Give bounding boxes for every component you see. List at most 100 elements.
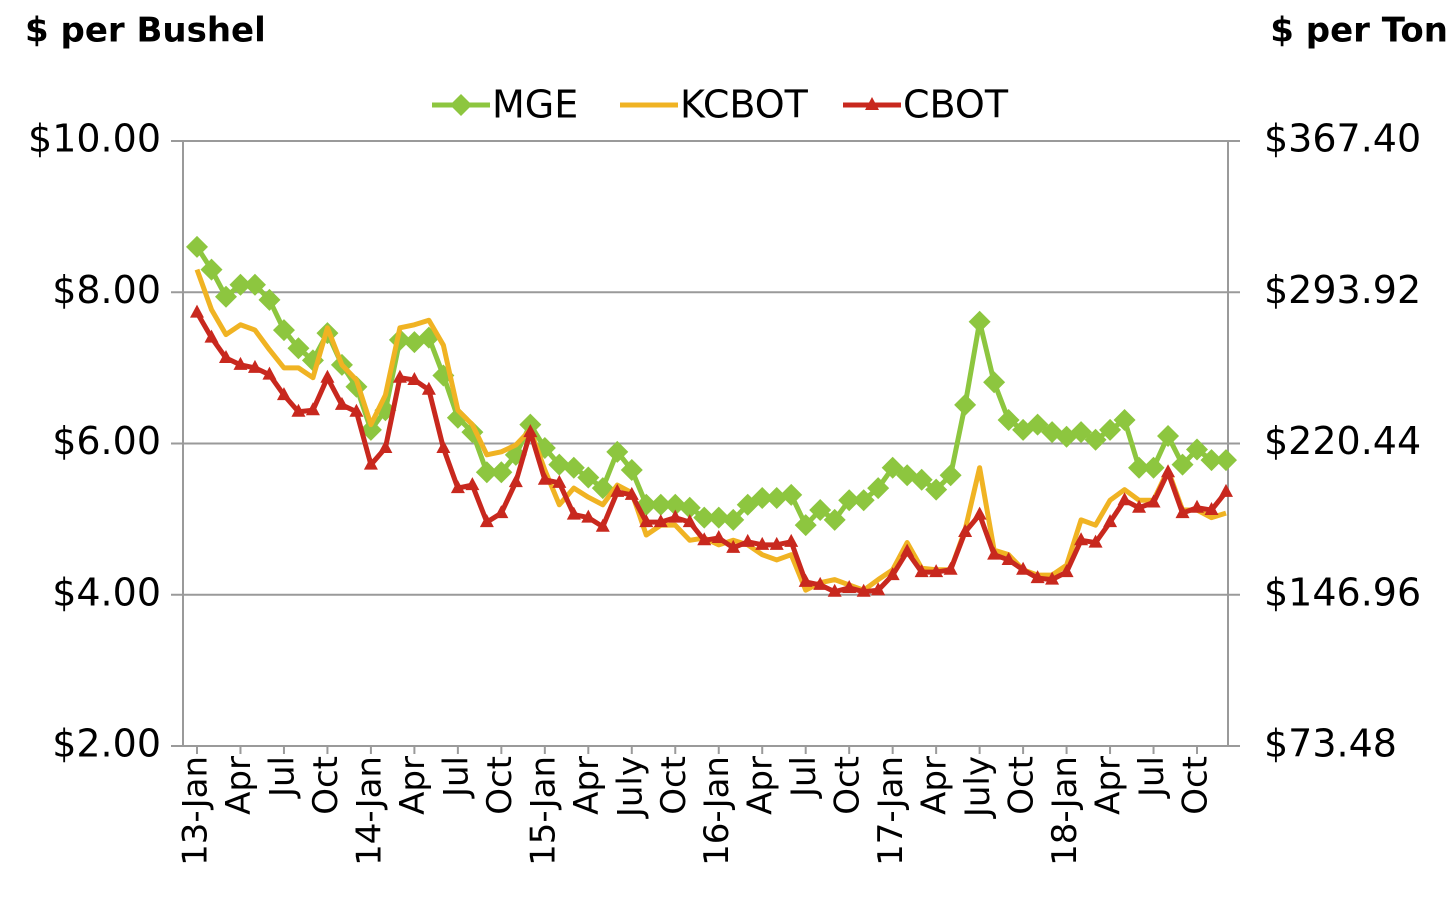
data-point	[214, 285, 237, 308]
data-point	[392, 369, 407, 383]
y-tick-label: $4.00	[52, 570, 161, 614]
y2-tick-label: $367.40	[1264, 117, 1421, 161]
x-tick-label: Jul	[1132, 756, 1172, 799]
y2-tick-label: $146.96	[1264, 570, 1421, 614]
data-point	[1084, 428, 1107, 451]
data-point	[1215, 449, 1237, 472]
data-point	[780, 483, 803, 506]
x-tick-label: Oct	[306, 756, 346, 815]
data-point	[827, 583, 842, 597]
data-point	[1001, 551, 1016, 565]
data-point	[726, 539, 741, 553]
data-point	[823, 508, 846, 531]
data-point	[943, 561, 958, 575]
data-point	[711, 530, 726, 544]
data-point	[562, 456, 585, 479]
data-point	[305, 402, 320, 416]
data-point	[581, 509, 596, 523]
data-point	[620, 458, 643, 481]
x-tick-label: 15-Jan	[523, 756, 563, 866]
data-point	[1070, 421, 1093, 444]
data-point	[639, 514, 654, 528]
data-point	[378, 440, 393, 454]
y-tick-label: $8.00	[52, 268, 161, 312]
data-point	[247, 359, 262, 373]
data-point	[334, 396, 349, 410]
data-point	[765, 486, 788, 509]
data-point	[678, 496, 701, 519]
data-point	[479, 514, 494, 528]
data-point	[465, 477, 480, 491]
legend-label: MGE	[492, 83, 578, 127]
y2-tick-label: $220.44	[1264, 419, 1421, 463]
data-point	[258, 288, 281, 311]
data-point	[566, 506, 581, 520]
data-point	[243, 273, 266, 296]
data-point	[649, 493, 672, 516]
x-tick-label: 16-Jan	[697, 756, 737, 866]
data-point	[664, 493, 687, 516]
data-point	[363, 456, 378, 470]
x-tick-label: Jul	[436, 756, 476, 799]
data-point	[190, 304, 204, 318]
data-point	[914, 564, 929, 578]
x-tick-label: Jul	[262, 756, 302, 799]
data-point	[262, 366, 277, 380]
data-point	[577, 466, 600, 489]
data-point	[740, 533, 755, 547]
x-tick-label: Oct	[1002, 756, 1042, 815]
x-tick-label: July	[610, 756, 650, 819]
x-tick-label: July	[958, 756, 998, 819]
data-point	[1186, 438, 1209, 461]
data-point	[349, 403, 364, 417]
data-point	[552, 474, 567, 488]
data-point	[1146, 494, 1161, 508]
data-point	[1099, 418, 1122, 441]
x-tick-label: Apr	[219, 756, 259, 815]
y-axis-title: $ per Bushel	[25, 11, 266, 51]
data-point	[668, 509, 683, 523]
data-point	[707, 506, 730, 529]
x-tick-label: 13-Jan	[176, 756, 216, 866]
data-point	[421, 381, 436, 395]
data-point	[606, 440, 629, 463]
x-tick-label: Apr	[741, 756, 781, 815]
x-tick-label: Oct	[1176, 756, 1216, 815]
data-point	[1171, 453, 1194, 476]
y2-tick-label: $73.48	[1264, 722, 1397, 766]
data-point	[407, 371, 422, 385]
data-point	[229, 273, 252, 296]
data-point	[494, 505, 509, 519]
x-tick-label: Apr	[1089, 756, 1129, 815]
data-point	[204, 329, 219, 343]
x-tick-label: Oct	[828, 756, 868, 815]
data-point	[682, 514, 697, 528]
data-point	[871, 582, 886, 596]
data-point	[867, 477, 890, 500]
data-point	[997, 409, 1020, 432]
data-point	[450, 480, 465, 494]
data-point	[1132, 499, 1147, 513]
data-point	[813, 576, 828, 590]
data-point	[1059, 564, 1074, 578]
data-point	[610, 483, 625, 497]
data-point	[186, 235, 208, 258]
data-point	[624, 486, 639, 500]
data-point	[856, 583, 871, 597]
data-point	[291, 403, 306, 417]
legend-marker	[865, 97, 879, 110]
data-point	[968, 310, 991, 333]
data-point	[1016, 561, 1031, 575]
data-point	[798, 573, 813, 587]
data-point	[751, 486, 774, 509]
x-tick-label: Jul	[784, 756, 824, 799]
data-point	[1012, 418, 1035, 441]
data-point	[490, 461, 513, 484]
data-point	[769, 536, 784, 550]
data-point	[276, 387, 291, 401]
data-point	[218, 350, 233, 364]
data-point	[794, 514, 817, 537]
data-point	[958, 523, 973, 537]
data-point	[1157, 424, 1180, 447]
